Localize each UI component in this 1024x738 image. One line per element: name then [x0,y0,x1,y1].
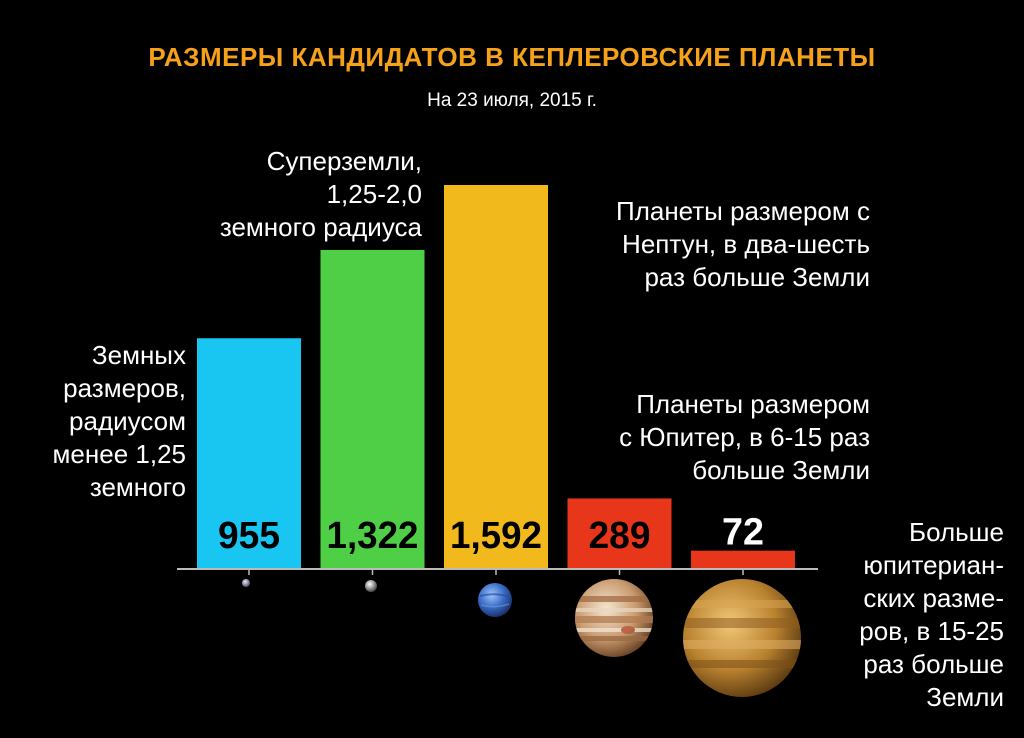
bar-jupiter [567,498,672,568]
superearth-planet-icon [365,580,377,592]
super-jupiter-label: Больше юпитериан- ских разме- ров, в 15-… [859,517,1004,712]
bar-value-label-earth: 955 [218,515,280,557]
jupiter-size-label: Планеты размером с Юпитер, в 6-15 раз бо… [619,389,870,485]
bar-value-label-neptune: 1,592 [450,515,542,557]
super-jupiter-planet-icon [683,579,801,697]
neptune-planet-icon [478,583,512,617]
bar-value-label-superearth: 1,322 [327,515,419,557]
bar-superearth [320,249,425,568]
chart-title: РАЗМЕРЫ КАНДИДАТОВ В КЕПЛЕРОВСКИЕ ПЛАНЕТ… [148,42,876,72]
jupiter-planet-icon [575,579,653,657]
neptune-size-label: Планеты размером с Нептун, в два-шесть р… [616,196,870,292]
bar-value-label-jupiter: 289 [589,515,651,557]
earth-size-label: Земных размеров, радиусом менее 1,25 зем… [52,340,186,502]
superearth-label: Суперземли, 1,25-2,0 земного радиуса [219,146,422,242]
bar-neptune [444,185,548,568]
bar-super-jupiter [691,550,795,568]
earth-planet-icon [242,579,250,587]
chart-subtitle: На 23 июля, 2015 г. [427,90,597,111]
bar-value-label-super-jupiter: 72 [722,512,764,554]
bar-earth [197,338,301,568]
